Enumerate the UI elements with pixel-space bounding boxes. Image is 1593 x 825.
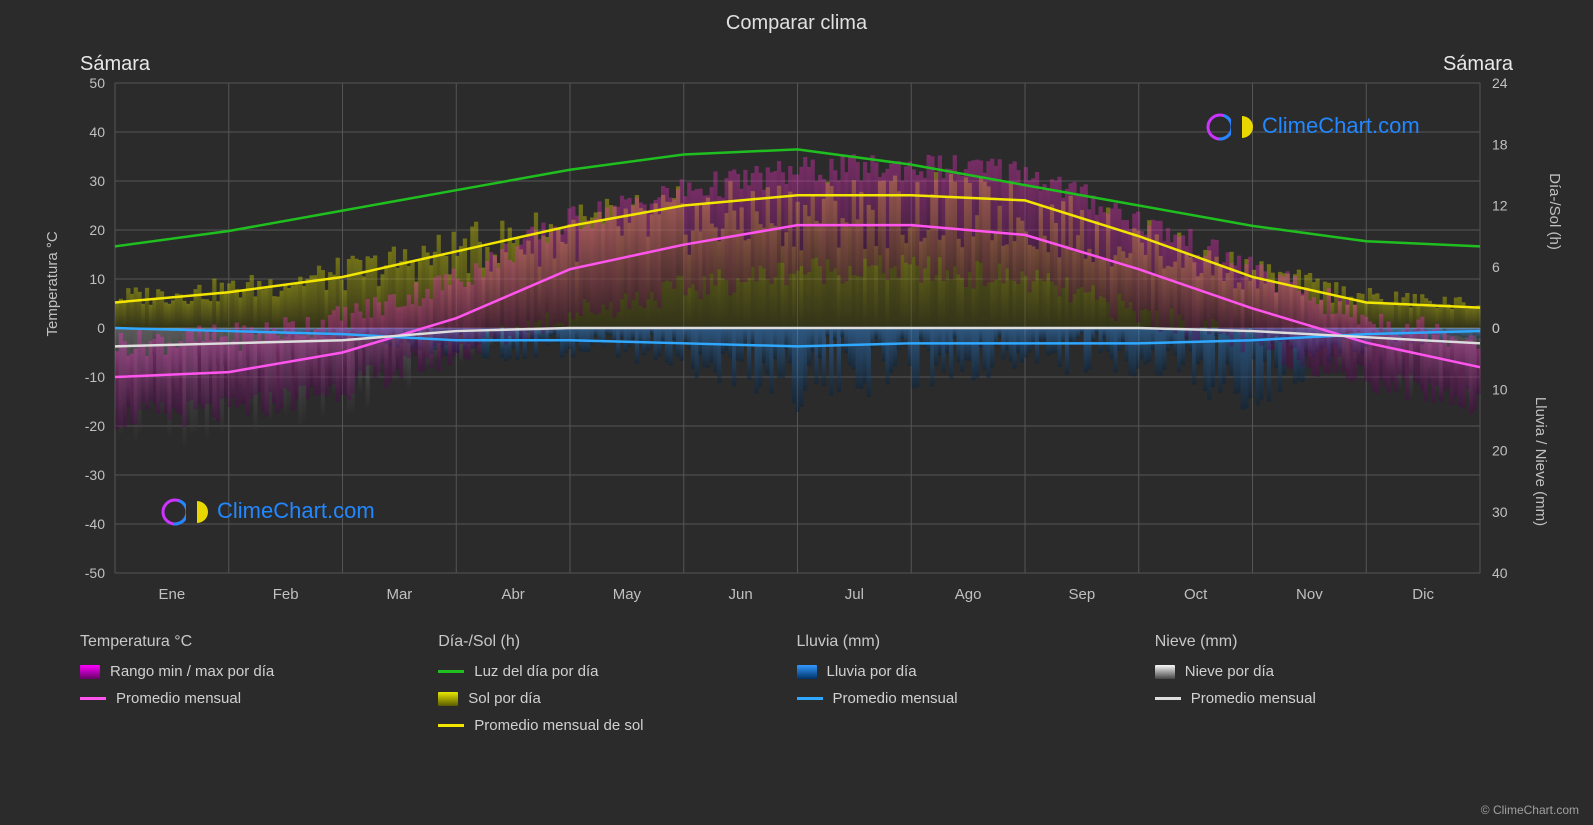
svg-text:Abr: Abr: [501, 586, 524, 603]
legend-group-title: Temperatura °C: [80, 633, 438, 651]
svg-text:24: 24: [1492, 75, 1508, 91]
svg-text:12: 12: [1492, 198, 1508, 214]
legend-item: Lluvia por día: [797, 663, 1155, 680]
legend-group-title: Lluvia (mm): [797, 633, 1155, 651]
climate-chart-svg: -50-40-30-20-100102030405006121824010203…: [50, 43, 1543, 613]
legend-group: Día-/Sol (h) Luz del día por día Sol por d…: [438, 633, 796, 744]
svg-text:Nov: Nov: [1296, 586, 1323, 603]
svg-text:May: May: [613, 586, 642, 603]
svg-text:-30: -30: [85, 467, 105, 483]
legend-swatch: [438, 692, 458, 706]
svg-text:20: 20: [1492, 443, 1508, 459]
legend-item-label: Rango min / max por día: [110, 663, 274, 680]
svg-text:40: 40: [1492, 565, 1508, 581]
legend-swatch: [797, 665, 817, 679]
legend-item-label: Promedio mensual: [1191, 690, 1316, 707]
legend-item: Luz del día por día: [438, 663, 796, 680]
svg-text:0: 0: [1492, 320, 1500, 336]
legend-item-label: Promedio mensual de sol: [474, 717, 643, 734]
legend-line-swatch: [1155, 697, 1181, 700]
legend-item: Sol por día: [438, 690, 796, 707]
svg-text:Ene: Ene: [159, 586, 186, 603]
legend-item-label: Nieve por día: [1185, 663, 1274, 680]
svg-text:Jul: Jul: [845, 586, 864, 603]
legend-item-label: Promedio mensual: [833, 690, 958, 707]
legend-item: Rango min / max por día: [80, 663, 438, 680]
svg-text:18: 18: [1492, 136, 1508, 152]
legend-line-swatch: [438, 670, 464, 673]
legend-swatch: [1155, 665, 1175, 679]
legend-line-swatch: [438, 724, 464, 727]
svg-text:10: 10: [89, 271, 105, 287]
legend-item-label: Sol por día: [468, 690, 541, 707]
copyright-text: © ClimeChart.com: [1481, 803, 1579, 817]
legend-group: Lluvia (mm) Lluvia por día Promedio mensua…: [797, 633, 1155, 744]
legend-item: Promedio mensual: [80, 690, 438, 707]
svg-text:Ago: Ago: [955, 586, 982, 603]
svg-text:ClimeChart.com: ClimeChart.com: [1262, 113, 1420, 138]
svg-text:20: 20: [89, 222, 105, 238]
svg-text:50: 50: [89, 75, 105, 91]
svg-text:40: 40: [89, 124, 105, 140]
legend-item-label: Lluvia por día: [827, 663, 917, 680]
legend-group: Nieve (mm) Nieve por día Promedio mensual: [1155, 633, 1513, 744]
chart-title: Comparar clima: [0, 0, 1593, 35]
legend-line-swatch: [80, 697, 106, 700]
y-axis-right-label-top: Día-/Sol (h): [1546, 173, 1563, 250]
legend-item-label: Promedio mensual: [116, 690, 241, 707]
svg-text:-10: -10: [85, 369, 105, 385]
legend-item-label: Luz del día por día: [474, 663, 598, 680]
svg-text:Sep: Sep: [1069, 586, 1096, 603]
legend-line-swatch: [797, 697, 823, 700]
legend-item: Promedio mensual: [797, 690, 1155, 707]
legend-item: Nieve por día: [1155, 663, 1513, 680]
svg-text:10: 10: [1492, 381, 1508, 397]
svg-text:Feb: Feb: [273, 586, 299, 603]
svg-text:Dic: Dic: [1412, 586, 1434, 603]
svg-text:ClimeChart.com: ClimeChart.com: [217, 498, 375, 523]
svg-text:-20: -20: [85, 418, 105, 434]
svg-text:Oct: Oct: [1184, 586, 1208, 603]
svg-text:6: 6: [1492, 259, 1500, 275]
legend-swatch: [80, 665, 100, 679]
legend-group: Temperatura °C Rango min / max por día Pro…: [80, 633, 438, 744]
svg-text:-40: -40: [85, 516, 105, 532]
svg-text:30: 30: [89, 173, 105, 189]
svg-text:30: 30: [1492, 504, 1508, 520]
chart-container: Sámara Sámara Temperatura °C Día-/Sol (h…: [50, 43, 1543, 613]
svg-text:Jun: Jun: [729, 586, 753, 603]
svg-text:-50: -50: [85, 565, 105, 581]
legend-item: Promedio mensual: [1155, 690, 1513, 707]
svg-text:Mar: Mar: [386, 586, 412, 603]
legend: Temperatura °C Rango min / max por día Pro…: [80, 633, 1513, 744]
legend-item: Promedio mensual de sol: [438, 717, 796, 734]
legend-group-title: Día-/Sol (h): [438, 633, 796, 651]
legend-group-title: Nieve (mm): [1155, 633, 1513, 651]
svg-text:0: 0: [97, 320, 105, 336]
